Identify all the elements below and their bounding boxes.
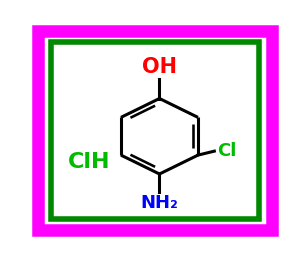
Text: ClH: ClH: [68, 152, 111, 172]
Bar: [51, 42, 259, 219]
Text: OH: OH: [142, 57, 177, 77]
Text: NH₂: NH₂: [140, 194, 178, 212]
Text: Cl: Cl: [217, 142, 236, 160]
